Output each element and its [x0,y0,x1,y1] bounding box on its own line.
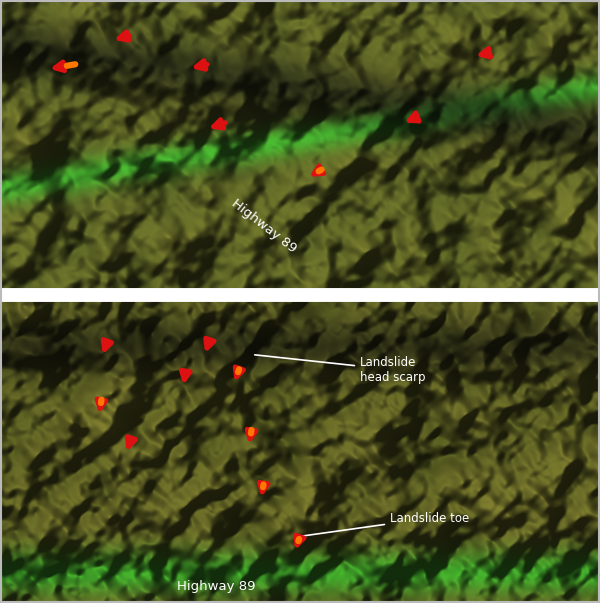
Text: Highway 89: Highway 89 [229,197,299,256]
Text: Highway 89: Highway 89 [177,580,255,593]
Text: Landslide
head scarp: Landslide head scarp [255,355,425,384]
Text: Landslide toe: Landslide toe [303,512,469,536]
